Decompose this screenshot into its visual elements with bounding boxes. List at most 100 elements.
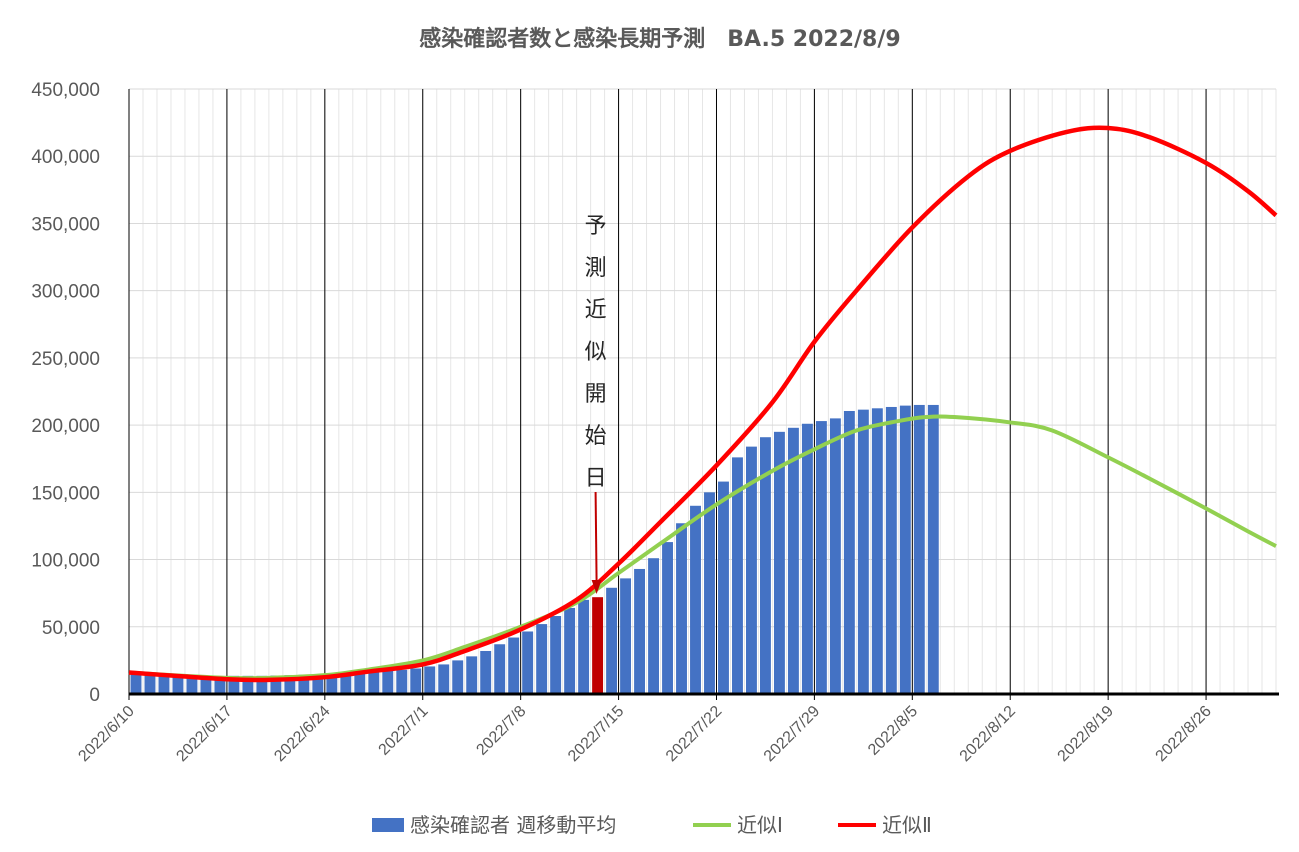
line-series: [128, 125, 1278, 683]
x-tick-label: 2022/8/12: [957, 703, 1019, 765]
bar: [354, 672, 366, 694]
bar: [326, 673, 338, 694]
x-tick-label: 2022/7/8: [473, 703, 529, 759]
vertical-gridlines: [128, 88, 1277, 694]
bar: [871, 408, 883, 694]
bar: [787, 427, 799, 694]
bar: [424, 666, 436, 694]
annotation-char: 始: [585, 424, 607, 449]
bar: [927, 404, 939, 694]
bar: [746, 446, 757, 694]
x-tick-label: 2022/8/19: [1055, 703, 1117, 765]
legend: 感染確認者 週移動平均 近似Ⅰ 近似Ⅱ: [372, 813, 932, 837]
y-tick-label: 100,000: [31, 551, 100, 572]
bar: [494, 644, 506, 694]
x-axis-tick-labels: 2022/6/10 2022/6/17 2022/6/24 2022/7/1 2022/…: [75, 694, 1215, 765]
legend-label: 近似Ⅱ: [882, 813, 932, 837]
bar: [536, 624, 548, 694]
bar: [130, 672, 142, 694]
x-tick-label: 2022/7/29: [761, 703, 823, 765]
bar: [284, 675, 296, 694]
x-tick-label: 2022/8/26: [1153, 703, 1215, 765]
bar: [270, 675, 282, 694]
bar: [759, 437, 771, 694]
bar: [452, 660, 464, 694]
y-axis-tick-labels: 0 50,000 100,000 150,000 200,000 250,000 300,0…: [31, 80, 100, 706]
bar: [676, 523, 687, 694]
bar: [340, 673, 352, 694]
bar: [899, 405, 911, 694]
bar: [382, 670, 394, 694]
bar: [857, 409, 869, 694]
bar: [773, 431, 785, 694]
bar: [648, 558, 659, 694]
x-tick-label: 2022/7/15: [565, 703, 627, 765]
bar: [801, 423, 813, 694]
bar: [662, 542, 673, 694]
bar: [564, 607, 576, 694]
approx-2-line: [128, 125, 1278, 683]
annotation-char: 似: [585, 340, 607, 365]
bar: [843, 410, 855, 694]
bar: [466, 656, 478, 694]
y-tick-label: 450,000: [31, 80, 100, 101]
x-tick-label: 2022/6/24: [271, 703, 333, 765]
annotation-char: 測: [585, 256, 607, 281]
bar: [438, 664, 450, 694]
bar: [298, 674, 310, 694]
bar: [396, 669, 408, 694]
bar: [718, 481, 729, 694]
x-tick-label: 2022/6/10: [75, 703, 137, 765]
bar-series: [130, 404, 939, 694]
legend-label: 近似Ⅰ: [737, 813, 783, 837]
legend-label: 感染確認者 週移動平均: [410, 813, 616, 837]
y-tick-label: 150,000: [31, 483, 100, 504]
x-tick-label: 2022/7/22: [663, 703, 725, 765]
y-tick-label: 350,000: [31, 214, 100, 235]
bar: [732, 457, 743, 694]
y-tick-label: 400,000: [31, 147, 100, 168]
bar: [312, 674, 324, 694]
annotation-arrow-shaft: [594, 491, 598, 583]
bar: [368, 671, 380, 694]
bar: [606, 587, 618, 694]
bar: [620, 578, 632, 694]
annotation-char: 予: [585, 214, 607, 239]
y-tick-label: 200,000: [31, 416, 100, 437]
legend-swatch-bar: [372, 818, 404, 832]
y-tick-label: 50,000: [42, 618, 100, 639]
bar: [522, 631, 534, 694]
bar: [228, 675, 240, 694]
annotation-arrow-head: [591, 580, 602, 594]
bar: [242, 675, 254, 694]
bar: [508, 637, 520, 694]
bar: [186, 677, 198, 694]
bar: [885, 406, 897, 694]
bar: [634, 568, 646, 694]
annotation-char: 開: [585, 382, 607, 407]
bar: [480, 650, 492, 694]
bar: [815, 421, 827, 694]
x-tick-label: 2022/8/5: [865, 703, 921, 759]
bar: [256, 675, 268, 694]
bar: [690, 505, 701, 694]
y-tick-label: 250,000: [31, 349, 100, 370]
bar: [578, 599, 590, 694]
bar: [214, 676, 226, 694]
bar: [829, 418, 841, 694]
bar: [550, 616, 562, 694]
annotation-char: 近: [585, 298, 607, 323]
y-tick-label: 0: [89, 685, 100, 706]
bar: [144, 674, 156, 694]
bar: [913, 404, 925, 694]
x-tick-label: 2022/6/17: [173, 703, 235, 765]
bar: [410, 668, 422, 694]
y-tick-label: 300,000: [31, 282, 100, 303]
chart-title: 感染確認者数と感染長期予測 BA.5 2022/8/9: [419, 26, 900, 52]
bar: [158, 675, 170, 694]
x-tick-label: 2022/7/1: [376, 703, 432, 759]
bar: [200, 677, 212, 694]
bar: [704, 492, 715, 694]
